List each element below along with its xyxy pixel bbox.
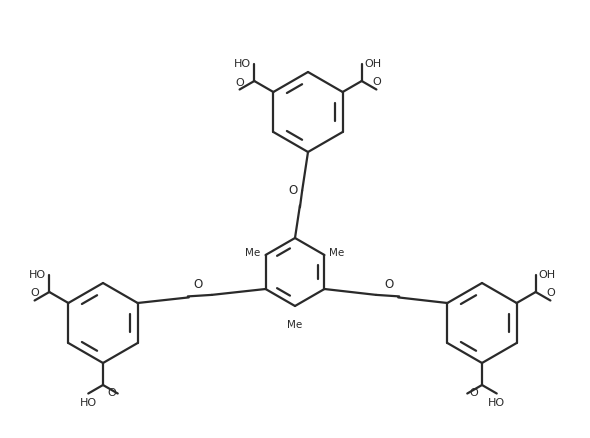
Text: HO: HO [80, 398, 97, 407]
Text: OH: OH [365, 59, 382, 69]
Text: OH: OH [539, 270, 556, 280]
Text: O: O [546, 289, 555, 299]
Text: O: O [107, 389, 116, 399]
Text: HO: HO [488, 398, 505, 407]
Text: O: O [235, 78, 244, 88]
Text: O: O [30, 289, 39, 299]
Text: Me: Me [287, 320, 303, 330]
Text: HO: HO [29, 270, 46, 280]
Text: O: O [194, 279, 203, 291]
Text: Me: Me [329, 248, 345, 258]
Text: O: O [288, 184, 297, 197]
Text: O: O [469, 389, 478, 399]
Text: O: O [372, 78, 381, 88]
Text: HO: HO [234, 59, 251, 69]
Text: O: O [384, 279, 393, 291]
Text: Me: Me [245, 248, 261, 258]
